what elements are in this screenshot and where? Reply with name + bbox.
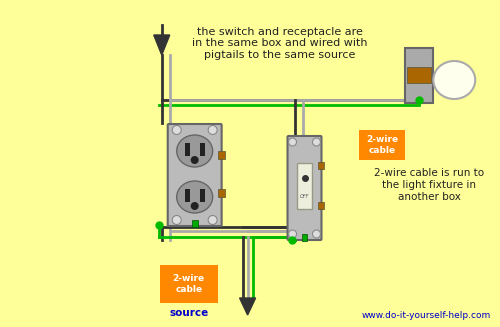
- Circle shape: [288, 138, 296, 146]
- Text: 2-wire
cable: 2-wire cable: [366, 135, 398, 155]
- Polygon shape: [240, 298, 256, 315]
- Bar: [318, 162, 324, 169]
- Bar: [318, 202, 324, 209]
- Bar: [296, 163, 312, 209]
- Circle shape: [312, 138, 320, 146]
- Bar: [218, 189, 224, 197]
- Ellipse shape: [176, 181, 212, 213]
- FancyBboxPatch shape: [168, 124, 222, 226]
- Bar: [408, 67, 432, 83]
- Text: www.do-it-yourself-help.com: www.do-it-yourself-help.com: [362, 311, 491, 320]
- Circle shape: [208, 126, 217, 134]
- Bar: [184, 189, 190, 202]
- Polygon shape: [154, 35, 170, 55]
- Bar: [302, 234, 308, 241]
- Bar: [200, 189, 204, 202]
- Circle shape: [312, 230, 320, 238]
- Circle shape: [172, 215, 181, 225]
- Bar: [160, 265, 218, 303]
- Bar: [406, 48, 433, 103]
- Circle shape: [190, 202, 198, 210]
- Text: source: source: [169, 308, 208, 318]
- Text: OFF: OFF: [300, 194, 309, 198]
- Text: the switch and receptacle are
in the same box and wired with
pigtails to the sam: the switch and receptacle are in the sam…: [192, 27, 368, 60]
- Text: 2-wire cable is run to
the light fixture in
another box: 2-wire cable is run to the light fixture…: [374, 168, 484, 202]
- Ellipse shape: [176, 135, 212, 167]
- Ellipse shape: [434, 61, 475, 99]
- FancyBboxPatch shape: [288, 136, 322, 240]
- Circle shape: [208, 215, 217, 225]
- Circle shape: [172, 126, 181, 134]
- Bar: [218, 151, 224, 159]
- Bar: [192, 220, 198, 227]
- Bar: [360, 130, 406, 160]
- Circle shape: [288, 230, 296, 238]
- Circle shape: [190, 156, 198, 164]
- Bar: [184, 143, 190, 156]
- Text: 2-wire
cable: 2-wire cable: [172, 274, 205, 294]
- Bar: [200, 143, 204, 156]
